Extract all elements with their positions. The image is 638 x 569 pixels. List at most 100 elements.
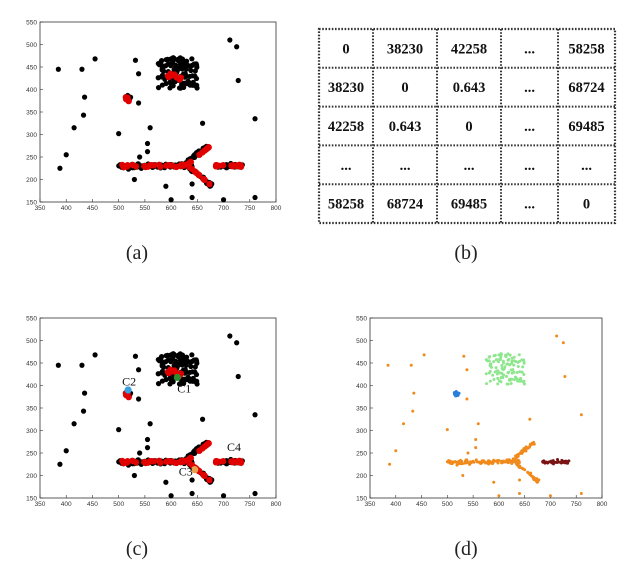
data-point bbox=[492, 378, 496, 382]
y-tick-label: 500 bbox=[26, 338, 37, 345]
table-row: 0 38230 42258... 58258 bbox=[342, 41, 604, 57]
center-point bbox=[148, 458, 155, 465]
x-tick-label: 750 bbox=[244, 205, 255, 212]
x-tick-label: 650 bbox=[519, 501, 530, 508]
data-point bbox=[496, 376, 500, 380]
y-tick-label: 550 bbox=[26, 315, 37, 322]
data-point bbox=[386, 363, 390, 367]
panel-d-plot-frame bbox=[369, 317, 603, 499]
data-point bbox=[489, 362, 493, 366]
center-point bbox=[229, 162, 236, 170]
data-point bbox=[155, 381, 162, 387]
center-point bbox=[199, 445, 206, 452]
data-point bbox=[527, 445, 531, 449]
data-point bbox=[184, 58, 190, 64]
caption-d: (d) bbox=[454, 538, 477, 560]
data-point bbox=[515, 453, 519, 457]
table-cell: ... bbox=[341, 158, 352, 174]
data-point bbox=[170, 351, 176, 357]
data-point bbox=[184, 354, 190, 360]
data-point bbox=[55, 362, 61, 368]
data-point bbox=[529, 471, 533, 475]
data-point bbox=[71, 421, 77, 427]
center-point bbox=[168, 368, 176, 375]
data-point bbox=[137, 450, 143, 456]
data-point bbox=[135, 100, 142, 106]
y-tick-label: 350 bbox=[26, 405, 37, 412]
data-point bbox=[194, 82, 200, 88]
data-point bbox=[189, 352, 195, 358]
data-point bbox=[579, 492, 583, 495]
data-point bbox=[175, 56, 181, 63]
data-point bbox=[507, 378, 511, 382]
annotation-c3: C3 bbox=[179, 465, 193, 479]
y-tick-label: 450 bbox=[26, 64, 37, 71]
panel-c-plot-frame bbox=[39, 317, 277, 499]
annotation-c2: C2 bbox=[122, 375, 136, 389]
data-point bbox=[504, 374, 508, 378]
data-point bbox=[170, 60, 176, 67]
table-cell: 38230 bbox=[387, 41, 423, 57]
data-point bbox=[192, 68, 198, 74]
table-row: 42258 0.643 0... 69485 bbox=[328, 119, 605, 135]
data-point bbox=[185, 374, 191, 380]
data-point bbox=[159, 354, 165, 360]
x-tick-label: 400 bbox=[61, 205, 72, 212]
data-point bbox=[135, 396, 142, 402]
data-point bbox=[116, 427, 122, 433]
data-point bbox=[235, 373, 241, 380]
y-tick-label: 150 bbox=[26, 199, 37, 206]
center-point bbox=[213, 457, 220, 465]
table-row: 58258 68724 69485... 0 bbox=[328, 197, 590, 213]
data-point bbox=[499, 357, 503, 361]
center-point bbox=[164, 458, 172, 465]
data-point bbox=[193, 62, 200, 68]
data-point bbox=[57, 461, 63, 467]
data-point bbox=[535, 480, 539, 484]
y-tick-label: 550 bbox=[356, 315, 367, 322]
center-point bbox=[173, 459, 180, 467]
data-point bbox=[499, 380, 503, 384]
y-tick-label: 350 bbox=[356, 405, 367, 412]
data-point bbox=[564, 461, 568, 465]
data-point bbox=[144, 149, 151, 155]
data-point bbox=[57, 165, 63, 171]
data-point bbox=[508, 353, 512, 357]
data-point bbox=[252, 490, 258, 497]
data-point bbox=[579, 413, 583, 417]
table-cell: 69485 bbox=[451, 197, 487, 213]
panel-d-scatter: 350 400 450 500 550 600 650 700 750 800 150 200 250 3… bbox=[356, 315, 608, 508]
data-point bbox=[552, 460, 556, 464]
data-point bbox=[445, 428, 449, 432]
x-tick-label: 400 bbox=[61, 501, 72, 508]
data-point bbox=[546, 461, 550, 465]
table-border bbox=[317, 27, 617, 225]
data-point bbox=[541, 460, 545, 464]
data-point bbox=[192, 369, 198, 375]
data-point bbox=[227, 37, 233, 43]
data-point bbox=[220, 493, 227, 499]
center-point bbox=[187, 454, 194, 462]
data-point bbox=[92, 56, 98, 62]
data-point bbox=[63, 152, 69, 158]
table-cell: 42258 bbox=[328, 119, 364, 135]
x-tick-label: 350 bbox=[365, 501, 376, 508]
data-point bbox=[495, 459, 499, 463]
data-point bbox=[227, 333, 233, 339]
data-point bbox=[179, 81, 185, 87]
data-point bbox=[175, 352, 181, 359]
data-point bbox=[177, 65, 183, 71]
y-tick-label: 300 bbox=[26, 132, 37, 139]
data-point bbox=[497, 494, 501, 498]
data-point bbox=[524, 446, 528, 450]
data-point bbox=[453, 460, 457, 464]
data-point bbox=[164, 352, 171, 358]
center-point bbox=[119, 457, 126, 465]
data-point bbox=[563, 375, 567, 378]
center-point bbox=[201, 176, 208, 183]
y-tick-label: 500 bbox=[356, 338, 367, 345]
data-point bbox=[457, 460, 461, 464]
cluster-center-c2 bbox=[124, 386, 132, 394]
data-point bbox=[80, 112, 87, 118]
data-point bbox=[465, 459, 469, 463]
